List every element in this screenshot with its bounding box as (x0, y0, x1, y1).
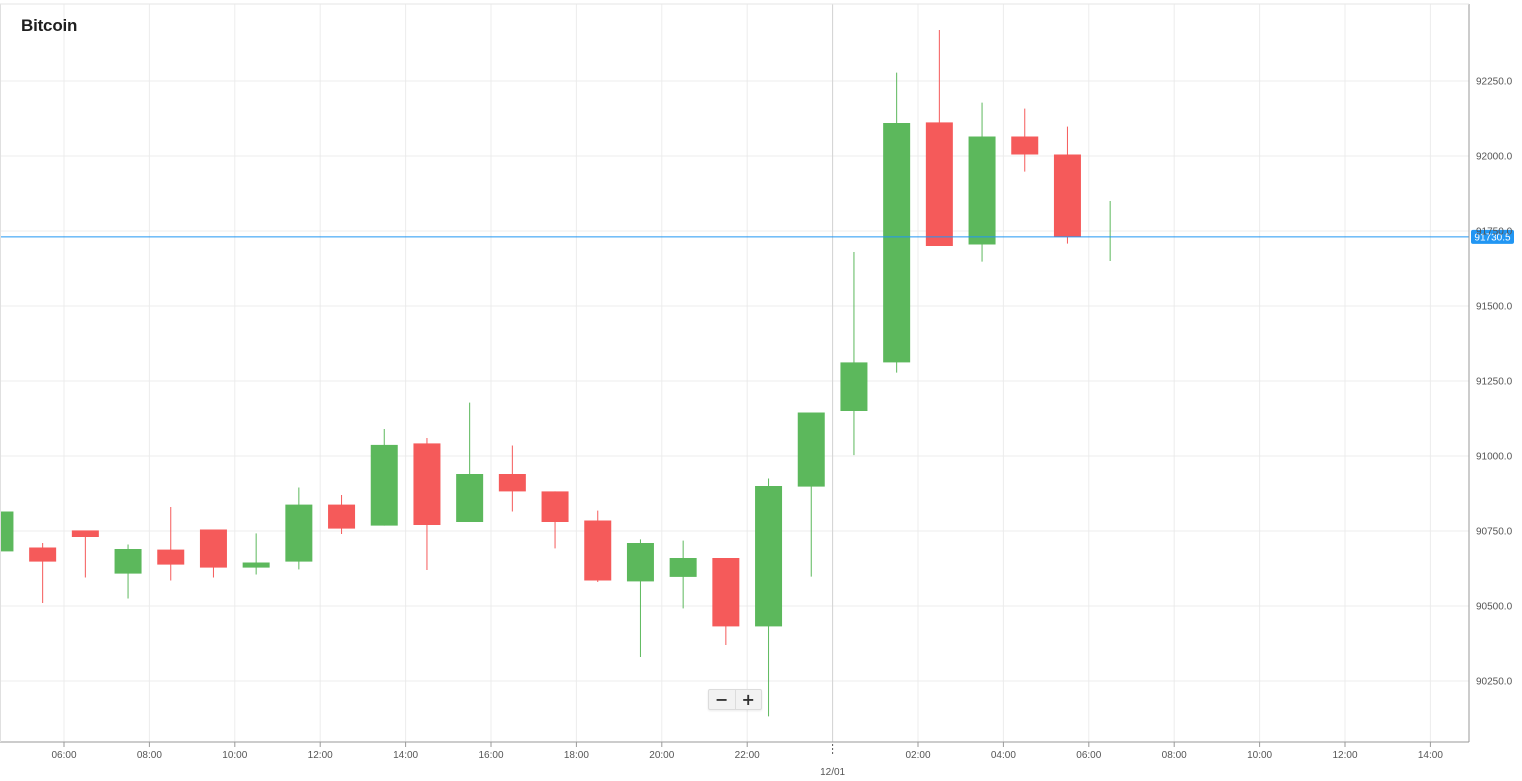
candle-up (114, 544, 142, 599)
candle-body (157, 549, 185, 565)
candle-up (968, 102, 996, 262)
candle-up (370, 429, 398, 526)
x-tick-label: 14:00 (393, 750, 418, 761)
x-tick-label: 08:00 (137, 750, 162, 761)
y-tick-label: 91500.0 (1476, 302, 1513, 313)
x-tick-label: 06:00 (1076, 750, 1101, 761)
x-tick-label: 04:00 (991, 750, 1016, 761)
candle-body (626, 543, 654, 582)
candle-down (157, 507, 185, 581)
candle-down (71, 530, 99, 578)
candle-body (669, 558, 697, 577)
candle-body (712, 558, 740, 627)
x-tick-label: 02:00 (905, 750, 930, 761)
candle-body (755, 486, 783, 627)
candle-down (1011, 108, 1039, 172)
candle-body (968, 136, 996, 245)
candle-body (1053, 154, 1081, 237)
candle-up (669, 540, 697, 609)
candle-body (1011, 136, 1039, 155)
zoom-in-button[interactable]: + (734, 690, 762, 709)
x-tick-label: 10:00 (1247, 750, 1272, 761)
candle-body (498, 474, 526, 492)
candle-down (199, 529, 227, 578)
x-tick-label: 12:00 (1332, 750, 1357, 761)
candle-body (797, 412, 825, 487)
candle-body (328, 504, 356, 529)
candle-up (0, 510, 14, 560)
candle-up (797, 412, 825, 577)
y-tick-label: 90750.0 (1476, 527, 1513, 538)
candle-up (883, 72, 911, 373)
candle-down (712, 558, 740, 645)
candle-body (541, 491, 569, 522)
zoom-out-button[interactable]: − (715, 689, 729, 709)
candle-up (755, 478, 783, 717)
y-tick-label: 90250.0 (1476, 677, 1513, 688)
candle-down (1053, 126, 1081, 244)
candle-body (584, 520, 612, 581)
x-tick-label: 18:00 (564, 750, 589, 761)
candle-down (29, 543, 57, 603)
current-price-line: 91730.5 (0, 229, 1514, 244)
candle-down (328, 495, 356, 534)
x-tick-label: 06:00 (51, 750, 76, 761)
candle-up (285, 487, 313, 570)
candle-up (456, 402, 484, 522)
axes: 90250.0 90500.0 90750.0 91000.0 91250.0 91500… (0, 3, 1513, 761)
x-tick-label: 22:00 (735, 750, 760, 761)
candle-body (883, 123, 911, 363)
candle-body (925, 122, 953, 246)
candle-body (0, 511, 14, 552)
candle-body (840, 362, 868, 411)
x-tick-label: 12:00 (308, 750, 333, 761)
y-tick-label: 92250.0 (1476, 77, 1513, 88)
y-tick-label: 90500.0 (1476, 602, 1513, 613)
candle-body (114, 549, 142, 574)
x-tick-label: 14:00 (1418, 750, 1443, 761)
candle-down (498, 445, 526, 512)
price-badge-label: 91730.5 (1474, 232, 1511, 243)
candle-down (541, 491, 569, 549)
day-marker: 12/01 (820, 4, 846, 778)
candle-body (285, 504, 313, 562)
y-tick-label: 91000.0 (1476, 452, 1513, 463)
candle-down (584, 510, 612, 582)
candle-body (71, 530, 99, 537)
y-tick-label: 92000.0 (1476, 152, 1513, 163)
day-label: 12/01 (820, 767, 845, 778)
candle-body (370, 444, 398, 526)
candle-body (456, 474, 484, 522)
grid-lines (0, 4, 1469, 742)
candle-body (413, 443, 441, 525)
x-tick-label: 20:00 (649, 750, 674, 761)
x-tick-label: 16:00 (478, 750, 503, 761)
candles (0, 30, 1111, 717)
candle-body (199, 529, 227, 568)
candle-up (840, 252, 868, 456)
y-tick-label: 91250.0 (1476, 377, 1513, 388)
x-tick-label: 08:00 (1162, 750, 1187, 761)
candle-down (413, 438, 441, 570)
y-tick-label: 91750.0 (1476, 227, 1513, 238)
candle-up (626, 539, 654, 657)
x-tick-label: 10:00 (222, 750, 247, 761)
candle-down (925, 30, 953, 246)
zoom-controls: − + (708, 689, 762, 710)
price-badge (1471, 229, 1514, 244)
chart-title: Bitcoin (21, 16, 78, 35)
candle-body (29, 547, 57, 562)
candle-up (242, 533, 270, 575)
candle-body (242, 562, 270, 568)
